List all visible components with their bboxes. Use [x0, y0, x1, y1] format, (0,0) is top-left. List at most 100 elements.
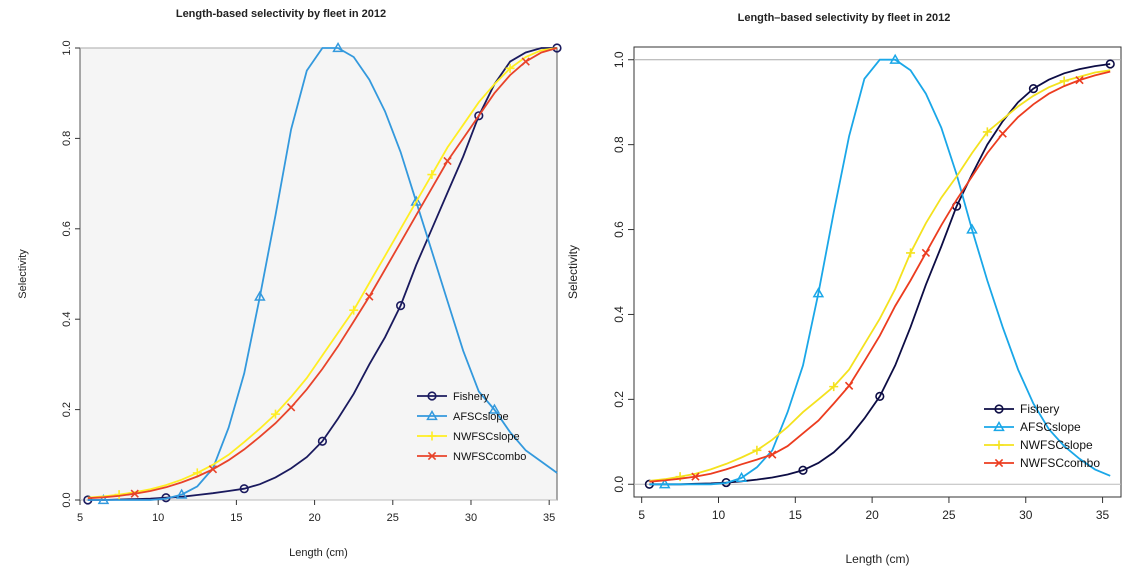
data-point	[332, 41, 344, 53]
plot-area	[79, 47, 558, 501]
data-point	[270, 409, 280, 419]
legend-label: AFSCslope	[1020, 420, 1081, 434]
y-tick-label: 0.4	[61, 312, 73, 327]
series-afscslope	[649, 53, 1111, 489]
legend-marker	[427, 451, 437, 461]
y-tick-label: 0.0	[61, 492, 73, 507]
data-point	[798, 465, 808, 475]
y-tick-label: 0.0	[612, 476, 626, 493]
data-point	[365, 292, 374, 301]
y-tick-label: 0.2	[61, 402, 73, 417]
data-point	[875, 391, 885, 401]
data-point	[286, 403, 296, 412]
y-tick-label: 0.6	[61, 221, 73, 236]
legend-marker	[994, 440, 1004, 450]
x-tick-label: 35	[1096, 508, 1110, 522]
data-point	[1075, 75, 1084, 85]
chart-title: Length–based selectivity by fleet in 201…	[737, 12, 951, 24]
y-tick-label: 0.4	[612, 306, 626, 323]
plot-area	[634, 47, 1121, 497]
legend-label: NWFSCcombo	[1020, 456, 1100, 470]
data-point	[317, 436, 328, 446]
data-point	[675, 472, 685, 482]
legend-marker	[993, 420, 1005, 432]
x-tick-label: 10	[712, 508, 726, 522]
x-tick-label: 25	[942, 508, 956, 522]
data-point	[735, 471, 748, 483]
chart-canvas-left: 5 10 15 20 25 30 35 0.0 0.2 0.4 0.6 0.8 1.0 Length (c…	[17, 40, 562, 559]
legend-label: NWFSCcombo	[453, 451, 526, 463]
x-axis-label: Length (cm)	[289, 547, 348, 559]
x-tick-label: 25	[387, 512, 399, 524]
x-tick-label: 5	[638, 508, 645, 522]
data-point	[474, 111, 484, 121]
legend-label: Fishery	[1020, 402, 1059, 416]
legend-marker	[426, 409, 438, 421]
data-point	[1105, 59, 1115, 69]
legend-marker	[427, 431, 437, 441]
series-line	[649, 70, 1111, 483]
x-axis-label: Length (cm)	[845, 552, 909, 566]
series-line	[649, 69, 1111, 482]
data-point	[829, 382, 839, 392]
series-nwfscslope	[87, 47, 558, 500]
x-tick-label: 5	[77, 512, 83, 524]
data-point	[889, 53, 901, 64]
data-point	[130, 489, 139, 498]
series-line	[87, 47, 558, 499]
legend-label: NWFSCslope	[1020, 438, 1093, 452]
legend-label: NWFSCslope	[453, 431, 520, 443]
data-point	[1028, 84, 1039, 94]
data-point	[488, 403, 501, 414]
x-tick-label: 10	[152, 512, 164, 524]
legend-label: AFSCslope	[453, 411, 509, 423]
data-point	[254, 290, 266, 301]
y-axis-label: Selectivity	[17, 249, 29, 299]
data-point	[396, 301, 406, 311]
x-tick-label: 20	[308, 512, 320, 524]
legend-marker	[994, 458, 1004, 468]
y-tick-label: 1.0	[612, 51, 626, 68]
data-point	[844, 381, 854, 390]
legend-marker	[427, 391, 437, 401]
y-tick-label: 0.2	[612, 391, 626, 408]
y-axis-label: Selectivity	[566, 245, 580, 299]
data-point	[175, 488, 188, 499]
data-point	[906, 248, 916, 258]
data-point	[349, 305, 359, 315]
y-tick-label: 0.6	[612, 221, 626, 238]
data-point	[658, 478, 671, 489]
chart-panel-left: Length-based selectivity by fleet in 201…	[0, 0, 562, 569]
series-line	[87, 47, 558, 501]
x-tick-label: 30	[1019, 508, 1033, 522]
plot-frame	[633, 46, 1122, 498]
legend: Fishery AFSCslope NWFSCslope NWFSCcombo	[984, 402, 1100, 470]
y-tick-label: 1.0	[61, 40, 73, 55]
data-point	[921, 248, 931, 258]
x-tick-label: 15	[789, 508, 803, 522]
data-point	[1059, 76, 1069, 86]
chart-canvas-right: 5 10 15 20 25 30 35 0.0 0.2 0.4 0.6 0.8 1.0 Length (c…	[566, 46, 1122, 566]
chart-panel-right: Length–based selectivity by fleet in 201…	[563, 0, 1125, 569]
series-nwfsccombo	[87, 47, 558, 500]
data-point	[208, 465, 218, 474]
legend: Fishery AFSCslope NWFSCslope NWFSCcombo	[417, 391, 526, 463]
data-point	[410, 195, 423, 206]
data-point	[443, 156, 452, 166]
chart-title: Length-based selectivity by fleet in 201…	[175, 8, 387, 20]
series-line	[87, 47, 558, 500]
y-tick-label: 0.8	[612, 136, 626, 153]
series-afscslope	[87, 41, 558, 505]
series-nwfsccombo	[649, 70, 1111, 483]
data-point	[812, 287, 825, 298]
x-tick-label: 20	[865, 508, 879, 522]
x-tick-label: 15	[230, 512, 242, 524]
data-point	[239, 484, 249, 494]
x-tick-label: 30	[465, 512, 477, 524]
data-point	[691, 472, 700, 481]
legend-marker	[994, 404, 1004, 414]
data-point	[427, 170, 437, 180]
data-point	[966, 223, 978, 234]
x-tick-label: 35	[543, 512, 555, 524]
data-point	[97, 493, 110, 505]
